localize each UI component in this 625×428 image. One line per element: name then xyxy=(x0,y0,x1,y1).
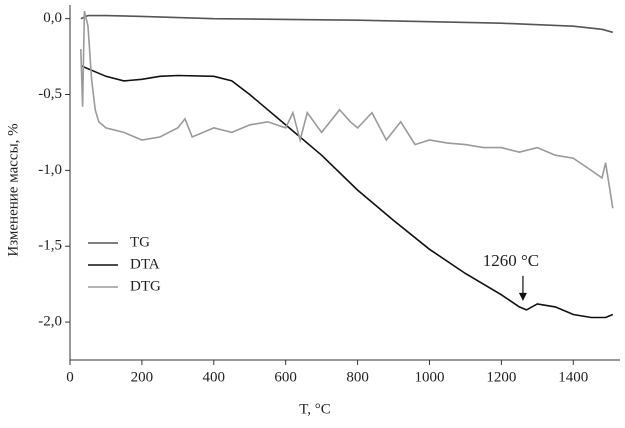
x-tick-label: 0 xyxy=(66,369,74,385)
annotation-arrowhead xyxy=(518,292,527,301)
x-tick-label: 1400 xyxy=(558,369,588,385)
x-tick-label: 1200 xyxy=(486,369,516,385)
series-line xyxy=(80,10,614,209)
x-tick-label: 400 xyxy=(203,369,226,385)
legend-label: TG xyxy=(130,234,150,250)
series-line xyxy=(80,64,614,319)
y-tick-label: -2,0 xyxy=(38,314,62,330)
annotation: 1260 °C xyxy=(483,251,539,270)
legend-label: DTG xyxy=(130,278,161,294)
x-tick-label: 800 xyxy=(346,369,369,385)
y-axis-label: Изменение массы, % xyxy=(5,123,21,256)
x-axis-label: T, °C xyxy=(299,401,331,417)
y-tick-label: -0,5 xyxy=(38,86,62,102)
y-tick-label: -1,5 xyxy=(38,238,62,254)
legend-label: DTA xyxy=(130,256,160,272)
x-tick-label: 600 xyxy=(274,369,297,385)
x-tick-label: 200 xyxy=(131,369,154,385)
y-tick-label: 0,0 xyxy=(43,10,62,26)
x-tick-label: 1000 xyxy=(414,369,444,385)
series-line xyxy=(80,14,614,34)
y-tick-label: -1,0 xyxy=(38,162,62,178)
